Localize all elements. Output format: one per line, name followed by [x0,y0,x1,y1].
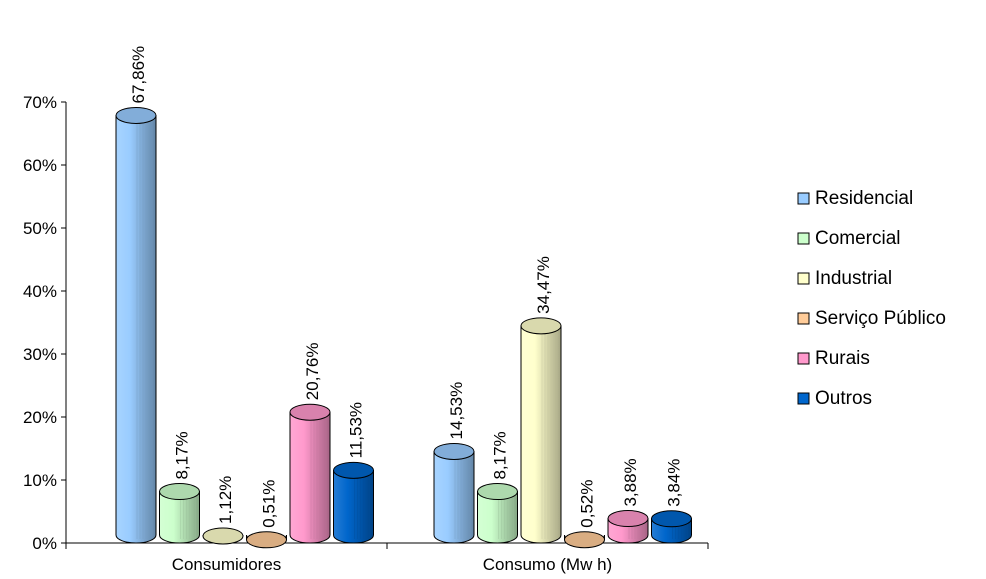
data-labels: 67,86% 8,17% 1,12% 0,51% 20,76% 11,53% 14,53% 8… [129,46,684,528]
data-label-servico-publico-consumidores: 0,51% [260,480,279,528]
y-tick-label: 40% [23,282,57,301]
legend-item-industrial: Industrial [797,268,892,289]
legend-swatch [797,392,810,405]
bar-residencial-consumidores [115,106,157,544]
legend-swatch [797,232,810,245]
legend-label: Comercial [815,228,901,249]
data-label-rurais-consumidores: 20,76% [303,343,322,401]
bar-industrial-consumidores [202,527,244,545]
legend-label: Rurais [815,348,870,369]
bar-servico-publico-consumidores [246,531,287,549]
y-tick-label: 30% [23,345,57,364]
bar-outros-consumidores [333,461,374,544]
y-tick-label: 0% [32,534,57,553]
y-tick-label: 10% [23,471,57,490]
legend-item-servico-publico: Serviço Público [797,308,946,329]
data-label-residencial-consumo-mw-h: 14,53% [447,382,466,440]
axes: 0% 10% 20% 30% 40% 50% 60% 70% Consumidores Consu… [23,93,709,574]
data-label-comercial-consumidores: 8,17% [173,431,192,479]
y-tick-label: 60% [23,156,57,175]
bar-outros-consumo-mw-h [651,510,692,544]
data-label-industrial-consumidores: 1,12% [216,476,235,524]
legend-swatch [797,312,810,325]
legend-swatch [797,272,810,285]
legend-item-comercial: Comercial [797,228,901,249]
legend-item-rurais: Rurais [797,348,870,369]
bar-servico-publico-consumo-mw-h [564,531,605,549]
data-label-rurais-consumo-mw-h: 3,88% [621,458,640,506]
legend-item-residencial: Residencial [797,188,913,209]
data-label-servico-publico-consumo-mw-h: 0,52% [578,480,597,528]
bar-residencial-consumo-mw-h [433,442,475,544]
data-label-outros-consumo-mw-h: 3,84% [665,459,684,507]
bar-comercial-consumo-mw-h [477,483,518,544]
bar-rurais-consumidores [289,403,331,544]
legend-label: Outros [815,388,872,409]
bars [115,106,692,549]
legend-label: Industrial [815,268,892,289]
x-category-label: Consumo (Mw h) [483,555,612,574]
x-category-label: Consumidores [172,555,282,574]
bar-rurais-consumo-mw-h [607,510,649,544]
data-label-industrial-consumo-mw-h: 34,47% [534,256,553,314]
y-tick-label: 70% [23,93,57,112]
y-tick-label: 50% [23,219,57,238]
data-label-residencial-consumidores: 67,86% [129,46,148,104]
legend-swatch [797,192,810,205]
legend-item-outros: Outros [797,388,872,409]
data-label-outros-consumidores: 11,53% [347,402,366,458]
legend-label: Serviço Público [815,308,946,329]
legend-label: Residencial [815,188,913,209]
y-tick-label: 20% [23,408,57,427]
data-label-comercial-consumo-mw-h: 8,17% [491,431,510,479]
legend-swatch [797,352,810,365]
bar-comercial-consumidores [159,483,200,544]
legend: Residencial Comercial Industrial Serviço Pú… [797,188,946,409]
bar-industrial-consumo-mw-h [520,317,562,544]
